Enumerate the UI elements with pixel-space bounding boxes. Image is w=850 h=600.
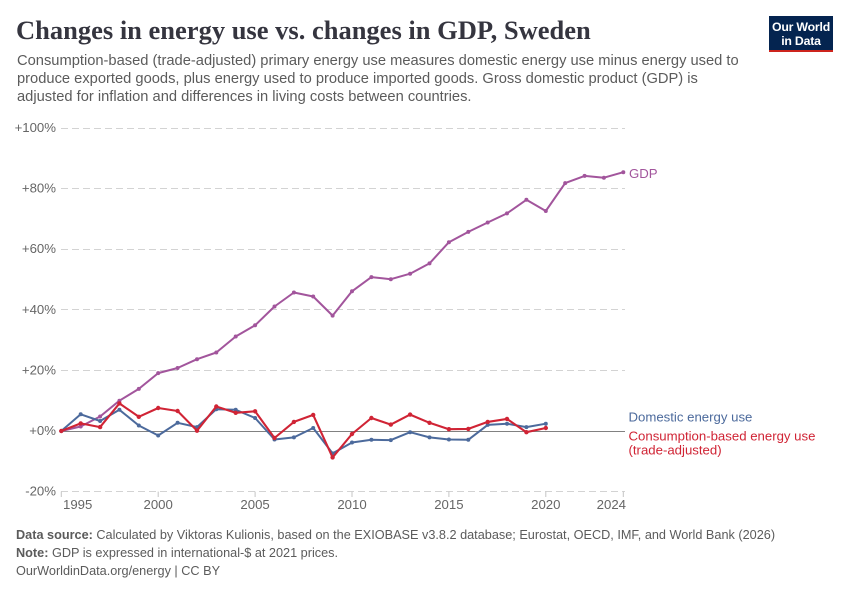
svg-text:2010: 2010	[337, 497, 366, 512]
svg-text:-20%: -20%	[25, 484, 56, 499]
svg-text:2020: 2020	[531, 497, 560, 512]
svg-text:2024: 2024	[597, 497, 626, 512]
svg-text:+40%: +40%	[22, 302, 56, 317]
svg-text:Domestic energy use: Domestic energy use	[629, 410, 753, 425]
svg-text:+100%: +100%	[15, 120, 57, 135]
svg-text:+0%: +0%	[29, 423, 56, 438]
svg-text:2005: 2005	[240, 497, 269, 512]
svg-text:2000: 2000	[144, 497, 173, 512]
svg-text:+80%: +80%	[22, 181, 56, 196]
svg-text:2015: 2015	[434, 497, 463, 512]
svg-text:+20%: +20%	[22, 362, 56, 377]
svg-text:(trade-adjusted): (trade-adjusted)	[629, 443, 722, 458]
svg-text:GDP: GDP	[629, 166, 658, 181]
svg-text:1995: 1995	[63, 497, 92, 512]
svg-text:+60%: +60%	[22, 241, 56, 256]
svg-text:Consumption-based energy use: Consumption-based energy use	[629, 429, 816, 444]
